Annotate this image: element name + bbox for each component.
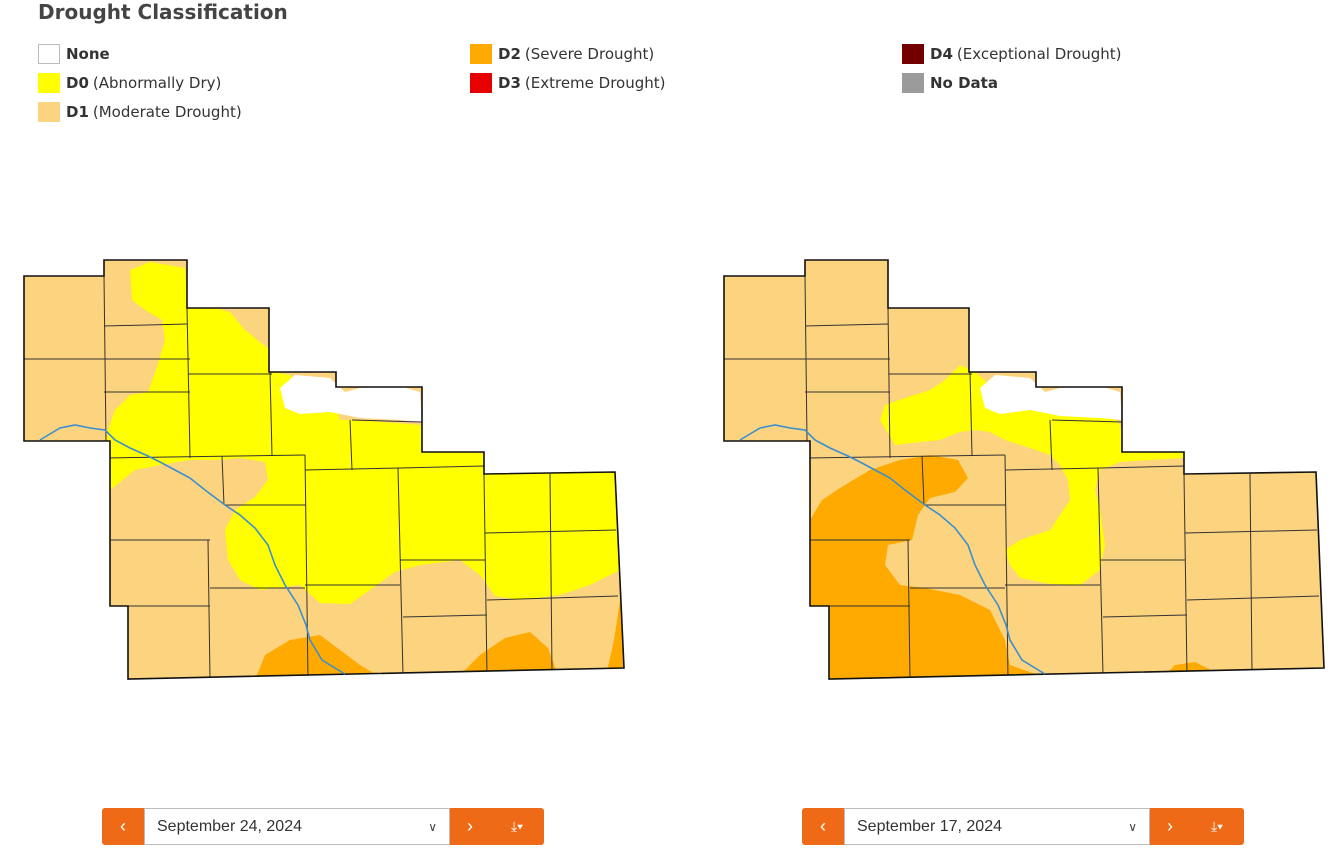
chevron-right-icon: › [467,816,473,836]
download-button[interactable]: ⤓▾ [1190,808,1244,845]
page-title: Drought Classification [38,0,288,24]
prev-date-button[interactable]: ‹ [802,808,844,845]
legend-label: (Exceptional Drought) [956,45,1122,63]
download-button[interactable]: ⤓▾ [490,808,544,845]
legend-code: D2 [498,45,521,63]
next-date-button[interactable]: › [450,808,490,845]
legend-swatch [470,73,492,93]
legend-item-d0: D0 (Abnormally Dry) [38,73,221,93]
next-date-button[interactable]: › [1150,808,1190,845]
legend-item-d2: D2 (Severe Drought) [470,44,654,64]
chevron-right-icon: › [1167,816,1173,836]
date-select-value: September 17, 2024 [857,817,1002,835]
legend-code: D1 [66,103,89,121]
legend-item-none: None [38,44,114,64]
date-select[interactable]: September 24, 2024 ∨ [144,808,450,845]
legend-code: No Data [930,74,998,92]
legend-item-no-data: No Data [902,73,1002,93]
legend-item-d3: D3 (Extreme Drought) [470,73,666,93]
legend-label: (Moderate Drought) [92,103,242,121]
legend-code: D4 [930,45,953,63]
chevron-down-icon: ∨ [1128,819,1137,834]
date-control-left: ‹ September 24, 2024 ∨ › ⤓▾ [102,808,544,845]
chevron-left-icon: ‹ [820,816,826,836]
legend-swatch [470,44,492,64]
download-icon: ⤓▾ [1210,818,1224,834]
legend-swatch [38,102,60,122]
legend-swatch [902,44,924,64]
legend-swatch [38,44,60,64]
chevron-left-icon: ‹ [120,816,126,836]
date-select-value: September 24, 2024 [157,817,302,835]
legend-swatch [38,73,60,93]
legend-swatch [902,73,924,93]
legend-item-d4: D4 (Exceptional Drought) [902,44,1122,64]
date-control-right: ‹ September 17, 2024 ∨ › ⤓▾ [802,808,1244,845]
legend-code: D3 [498,74,521,92]
date-select[interactable]: September 17, 2024 ∨ [844,808,1150,845]
legend-code: None [66,45,110,63]
legend-item-d1: D1 (Moderate Drought) [38,102,242,122]
download-icon: ⤓▾ [510,818,524,834]
legend-label: (Severe Drought) [524,45,655,63]
prev-date-button[interactable]: ‹ [102,808,144,845]
legend-label: (Abnormally Dry) [92,74,222,92]
legend-label: (Extreme Drought) [524,74,666,92]
chevron-down-icon: ∨ [428,819,437,834]
legend-code: D0 [66,74,89,92]
